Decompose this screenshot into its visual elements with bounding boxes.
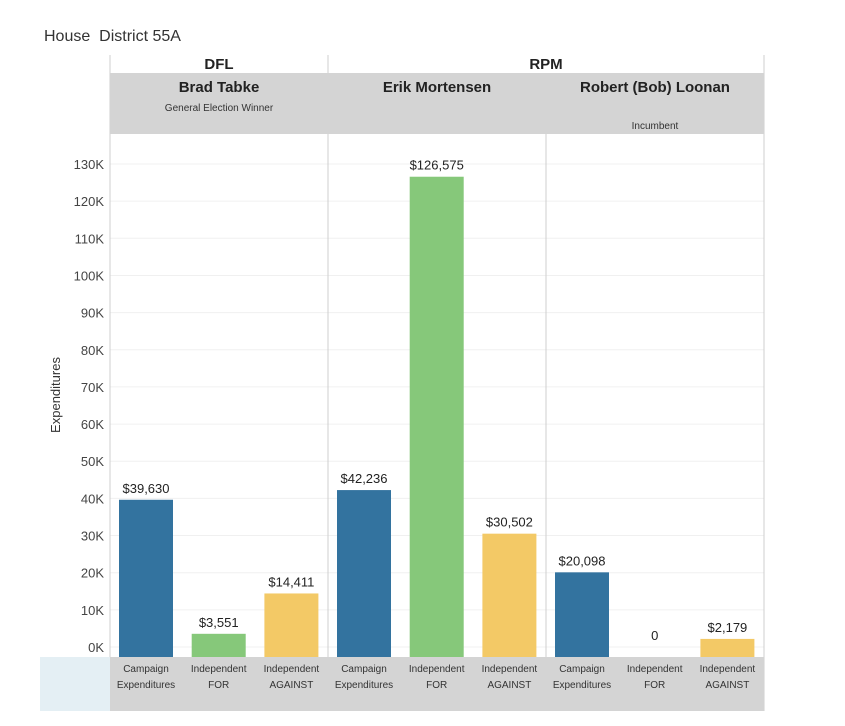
bar <box>482 533 537 657</box>
y-tick-label: 80K <box>81 343 104 358</box>
bar-value-label: $2,179 <box>708 620 748 635</box>
bar-value-label: $39,630 <box>123 481 170 496</box>
party-label: DFL <box>204 56 233 73</box>
bar-value-label: $126,575 <box>410 158 464 173</box>
category-label: Expenditures <box>335 680 393 691</box>
candidate-name: Erik Mortensen <box>383 79 491 96</box>
category-label: Independent <box>409 664 465 675</box>
party-label: RPM <box>529 56 562 73</box>
y-tick-label: 70K <box>81 380 104 395</box>
category-label: Independent <box>482 664 538 675</box>
y-tick-label: 90K <box>81 306 104 321</box>
bar-value-label: $30,502 <box>486 515 533 530</box>
category-label: Independent <box>191 664 247 675</box>
category-label: Independent <box>700 664 756 675</box>
category-label: Expenditures <box>117 680 175 691</box>
y-tick-label: 50K <box>81 454 104 469</box>
bar <box>264 593 319 657</box>
bar-value-label: $3,551 <box>199 615 239 630</box>
category-label: FOR <box>208 680 229 691</box>
category-label: Expenditures <box>553 680 611 691</box>
category-label: Campaign <box>341 664 387 675</box>
y-tick-label: 120K <box>74 194 105 209</box>
category-label: Campaign <box>559 664 605 675</box>
y-tick-label: 30K <box>81 529 104 544</box>
y-tick-label: 130K <box>74 157 105 172</box>
candidate-note: Incumbent <box>632 121 679 132</box>
bar <box>191 633 246 657</box>
y-tick-label: 10K <box>81 603 104 618</box>
category-label-band <box>110 657 764 711</box>
category-label: AGAINST <box>487 680 531 691</box>
y-tick-label: 20K <box>81 566 104 581</box>
bar <box>337 490 391 657</box>
bar-value-label: 0 <box>651 628 658 643</box>
bar <box>119 499 173 657</box>
axis-corner-cell <box>40 657 110 711</box>
y-tick-label: 0K <box>88 640 104 655</box>
bar <box>555 572 609 657</box>
category-label: FOR <box>644 680 665 691</box>
category-label: AGAINST <box>269 680 313 691</box>
category-label: FOR <box>426 680 447 691</box>
category-label: Independent <box>264 664 320 675</box>
y-tick-label: 110K <box>75 231 105 246</box>
category-label: Independent <box>627 664 683 675</box>
category-label: Campaign <box>123 664 169 675</box>
candidate-name: Robert (Bob) Loonan <box>580 79 730 96</box>
candidate-header-band <box>110 73 764 134</box>
bar-value-label: $42,236 <box>341 471 388 486</box>
bar <box>409 176 464 657</box>
y-tick-label: 60K <box>81 417 104 432</box>
y-axis-label: Expenditures <box>48 357 63 433</box>
bar <box>700 638 755 657</box>
bar-value-label: $20,098 <box>559 553 606 568</box>
y-tick-label: 40K <box>81 491 104 506</box>
candidate-note: General Election Winner <box>165 103 274 114</box>
category-label: AGAINST <box>705 680 749 691</box>
bar-value-label: $14,411 <box>268 574 314 589</box>
chart-title: House District 55A <box>44 28 181 45</box>
y-tick-label: 100K <box>74 268 105 283</box>
candidate-name: Brad Tabke <box>179 79 260 96</box>
